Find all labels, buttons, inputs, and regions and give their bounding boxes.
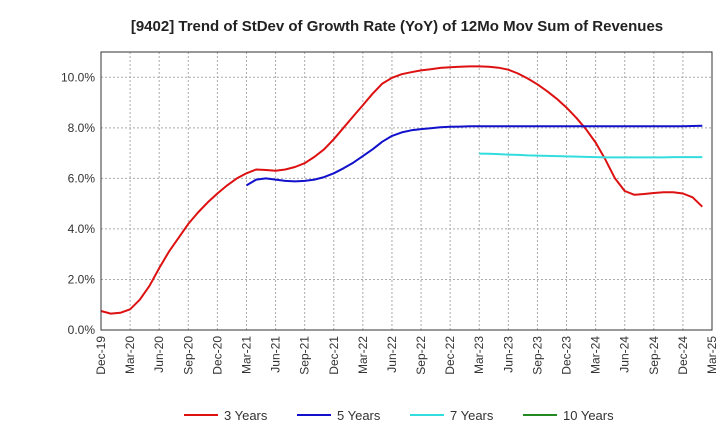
x-tick-label: Jun-22 (385, 336, 399, 373)
x-tick-label: Jun-23 (501, 336, 515, 373)
x-tick-label: Mar-22 (356, 336, 370, 374)
x-tick-label: Dec-19 (94, 336, 108, 375)
series-line-7-years (479, 152, 703, 159)
x-tick-label: Dec-24 (676, 336, 690, 375)
x-tick-label: Sep-24 (647, 336, 661, 375)
x-tick-label: Mar-25 (705, 336, 719, 374)
x-axis: Dec-19 Mar-20 Jun-20 Sep-20 Dec-20 Mar-21 Jun-… (94, 336, 719, 375)
y-axis: 0.0% 2.0% 4.0% 6.0% 8.0% 10.0% (61, 70, 95, 337)
y-tick-label: 8.0% (68, 121, 96, 135)
x-tick-label: Dec-22 (443, 336, 457, 375)
x-tick-label: Mar-21 (239, 336, 253, 374)
y-tick-label: 0.0% (68, 323, 96, 337)
y-tick-label: 4.0% (68, 222, 96, 236)
series-line-3-years (100, 65, 703, 315)
x-tick-label: Jun-20 (152, 336, 166, 373)
plot-frame (100, 51, 713, 331)
x-tick-label: Mar-23 (472, 336, 486, 374)
x-tick-label: Dec-21 (327, 336, 341, 375)
x-tick-label: Dec-20 (210, 336, 224, 375)
legend-label: 5 Years (337, 408, 381, 423)
legend-label: 7 Years (450, 408, 494, 423)
x-tick-label: Mar-20 (123, 336, 137, 374)
chart-title: [9402] Trend of StDev of Growth Rate (Yo… (131, 18, 663, 35)
x-tick-label: Mar-24 (589, 336, 603, 374)
legend-label: 10 Years (563, 408, 614, 423)
x-tick-label: Dec-23 (560, 336, 574, 375)
y-tick-label: 2.0% (68, 272, 96, 286)
x-tick-label: Jun-21 (269, 336, 283, 373)
plot-area (101, 52, 712, 330)
legend: 3 Years 5 Years 7 Years 10 Years (184, 408, 614, 423)
x-tick-label: Sep-21 (298, 336, 312, 375)
x-tick-label: Sep-22 (414, 336, 428, 375)
legend-label: 3 Years (224, 408, 268, 423)
series-line-5-years (245, 124, 703, 187)
y-tick-label: 10.0% (61, 70, 95, 84)
y-tick-label: 6.0% (68, 171, 96, 185)
x-tick-label: Sep-23 (530, 336, 544, 375)
series-lines (100, 65, 703, 315)
x-tick-label: Sep-20 (181, 336, 195, 375)
x-tick-label: Jun-24 (618, 336, 632, 373)
